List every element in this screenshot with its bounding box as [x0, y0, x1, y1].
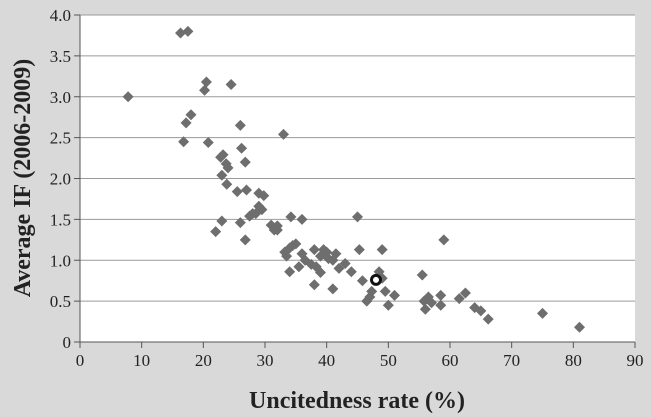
data-point: [241, 184, 252, 196]
data-point: [258, 190, 270, 202]
data-point: [178, 136, 190, 148]
y-tick-label: 0.5: [50, 292, 71, 311]
data-point: [353, 244, 365, 256]
y-tick-label: 3.5: [50, 47, 71, 66]
data-point: [315, 267, 326, 279]
data-point: [453, 293, 465, 305]
y-axis-title: Average IF (2006-2009): [10, 59, 36, 298]
data-point: [200, 76, 212, 88]
data-point: [285, 211, 297, 223]
x-tick-label: 10: [133, 351, 150, 370]
data-point: [376, 244, 388, 256]
data-point: [482, 313, 494, 325]
data-point: [438, 234, 450, 246]
x-tick-label: 20: [195, 351, 212, 370]
data-point: [122, 91, 134, 103]
axes: 0 0.5 1.0 1.5 2.0 2.5 3.0 3.5 4.0 0 10 20 30 40 50 60 70…: [50, 6, 644, 370]
data-point: [435, 289, 447, 301]
x-tick-label: 50: [380, 351, 397, 370]
data-point: [308, 244, 320, 256]
data-point: [222, 162, 234, 174]
x-tick-label: 90: [627, 351, 644, 370]
data-point: [296, 248, 308, 260]
data-point: [284, 266, 296, 278]
data-point: [216, 169, 228, 181]
data-point: [290, 238, 302, 250]
data-point: [210, 226, 222, 238]
y-tick-label: 4.0: [50, 6, 71, 25]
data-points: [122, 25, 585, 333]
x-tick-label: 70: [503, 351, 520, 370]
data-point: [475, 305, 487, 317]
x-tick-label: 0: [76, 351, 85, 370]
data-point: [180, 117, 192, 129]
x-axis-title: Uncitedness rate (%): [249, 388, 465, 414]
data-point: [247, 208, 259, 220]
data-point: [236, 142, 248, 154]
data-point: [426, 297, 437, 309]
data-point: [389, 289, 400, 301]
data-point: [574, 321, 585, 333]
data-point: [327, 283, 339, 295]
data-point: [419, 303, 431, 315]
x-tick-label: 40: [318, 351, 335, 370]
data-point: [256, 204, 268, 216]
data-point: [175, 27, 187, 39]
data-point: [221, 178, 233, 190]
y-tick-label: 2.5: [50, 129, 71, 148]
data-point: [278, 128, 289, 140]
data-point: [435, 299, 447, 311]
data-point: [308, 279, 320, 291]
data-point: [271, 220, 283, 232]
x-tick-label: 80: [565, 351, 582, 370]
data-point: [234, 217, 246, 229]
y-tick-label: 3.0: [50, 88, 71, 107]
data-point: [225, 78, 237, 90]
data-point: [199, 84, 211, 96]
data-point: [356, 275, 368, 287]
data-point: [366, 285, 378, 297]
data-point: [379, 285, 391, 297]
data-point: [231, 186, 243, 198]
y-tick-label: 0: [63, 333, 72, 352]
y-tick-label: 1.0: [50, 251, 71, 270]
y-tick-label: 2.0: [50, 170, 71, 189]
data-point: [281, 250, 293, 262]
data-point: [216, 215, 228, 227]
data-point: [185, 109, 197, 121]
x-tick-label: 60: [442, 351, 459, 370]
data-point: [339, 258, 351, 270]
data-point: [382, 299, 394, 311]
data-point: [352, 211, 363, 223]
data-point: [239, 234, 251, 246]
data-point: [416, 269, 428, 281]
data-point: [330, 248, 342, 260]
data-point: [234, 119, 246, 131]
data-point: [537, 307, 548, 319]
data-point: [459, 287, 471, 299]
data-point: [202, 137, 214, 149]
data-point: [345, 266, 357, 278]
data-point: [217, 149, 229, 161]
data-point: [239, 156, 251, 168]
highlighted-point: [370, 273, 382, 286]
x-tick-label: 30: [257, 351, 274, 370]
y-tick-label: 1.5: [50, 210, 71, 229]
data-point: [321, 246, 333, 258]
data-point: [333, 262, 345, 274]
data-point: [293, 261, 305, 273]
data-point: [182, 25, 194, 37]
data-point: [296, 213, 308, 225]
